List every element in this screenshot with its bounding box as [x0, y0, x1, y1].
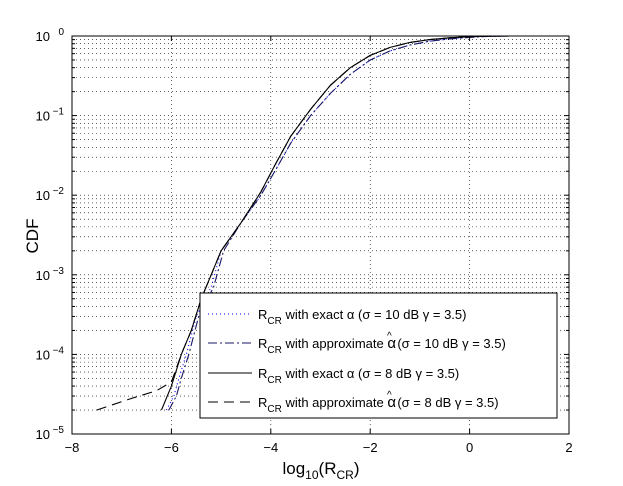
- legend-subscript: CR: [267, 404, 281, 415]
- x-tick-label: −2: [363, 440, 378, 455]
- legend-label-1: RCR with exact α (σ = 10 dB γ = 3.5): [258, 307, 466, 327]
- y-tick-label: 10 −4: [36, 345, 65, 362]
- y-tick-label: 10 −2: [36, 186, 65, 203]
- legend-text-part: with approximate: [282, 395, 388, 410]
- x-tick-label: 2: [565, 440, 572, 455]
- axis-ticks: [71, 35, 570, 435]
- x-tick-label: −6: [164, 440, 179, 455]
- legend-text-part: (σ = 10 dB γ = 3.5): [394, 336, 506, 351]
- y-tick-exponent: −3: [53, 266, 65, 277]
- legend-text-part: with exact α (σ = 10 dB γ = 3.5): [282, 307, 467, 322]
- legend-box: [199, 292, 558, 419]
- legend-alpha-hat: α: [387, 335, 396, 352]
- legend-text-part: with exact α (σ = 8 dB γ = 3.5): [282, 366, 459, 381]
- y-tick-exponent: −1: [53, 107, 65, 118]
- legend-label-3: RCR with exact α (σ = 8 dB γ = 3.5): [258, 366, 459, 386]
- y-tick-label: 10 −5: [36, 425, 65, 442]
- legend-subscript: CR: [267, 316, 281, 327]
- hat-accent: ^: [387, 331, 392, 342]
- x-tick-label: −8: [65, 440, 80, 455]
- legend-subscript: CR: [267, 345, 281, 356]
- legend-subscript: CR: [267, 375, 281, 386]
- y-tick-label: 10 −3: [36, 266, 65, 283]
- hat-accent: ^: [387, 390, 392, 401]
- series-line-2: [168, 35, 510, 411]
- legend-text-part: (σ = 8 dB γ = 3.5): [394, 395, 499, 410]
- y-tick-exponent: 0: [58, 27, 64, 38]
- legend-text-part: with approximate: [282, 336, 388, 351]
- x-tick-labels: −8 −6 −4 −2 0 2: [65, 440, 573, 455]
- legend: RCR with exact α (σ = 10 dB γ = 3.5) RCR …: [199, 292, 558, 419]
- y-axis-title: CDF: [23, 219, 42, 254]
- plot-area-frame: [71, 35, 570, 435]
- legend-alpha-hat: α: [387, 394, 396, 411]
- x-tick-label: −4: [263, 440, 278, 455]
- series-layer: [96, 35, 510, 411]
- y-tick-exponent: −5: [53, 425, 65, 436]
- y-tick-label: 10 0: [36, 27, 65, 44]
- y-tick-label: 10 −1: [36, 107, 65, 124]
- y-tick-exponent: −4: [53, 345, 65, 356]
- series-line-4: [96, 35, 510, 411]
- legend-label-4: RCR with approximate α^ (σ = 8 dB γ = 3.…: [258, 390, 499, 415]
- y-tick-exponent: −2: [53, 186, 65, 197]
- x-tick-label: 0: [466, 440, 473, 455]
- legend-label-2: RCR with approximate α^ (σ = 10 dB γ = 3…: [258, 331, 506, 356]
- x-axis-title: log10(RCR): [282, 459, 359, 482]
